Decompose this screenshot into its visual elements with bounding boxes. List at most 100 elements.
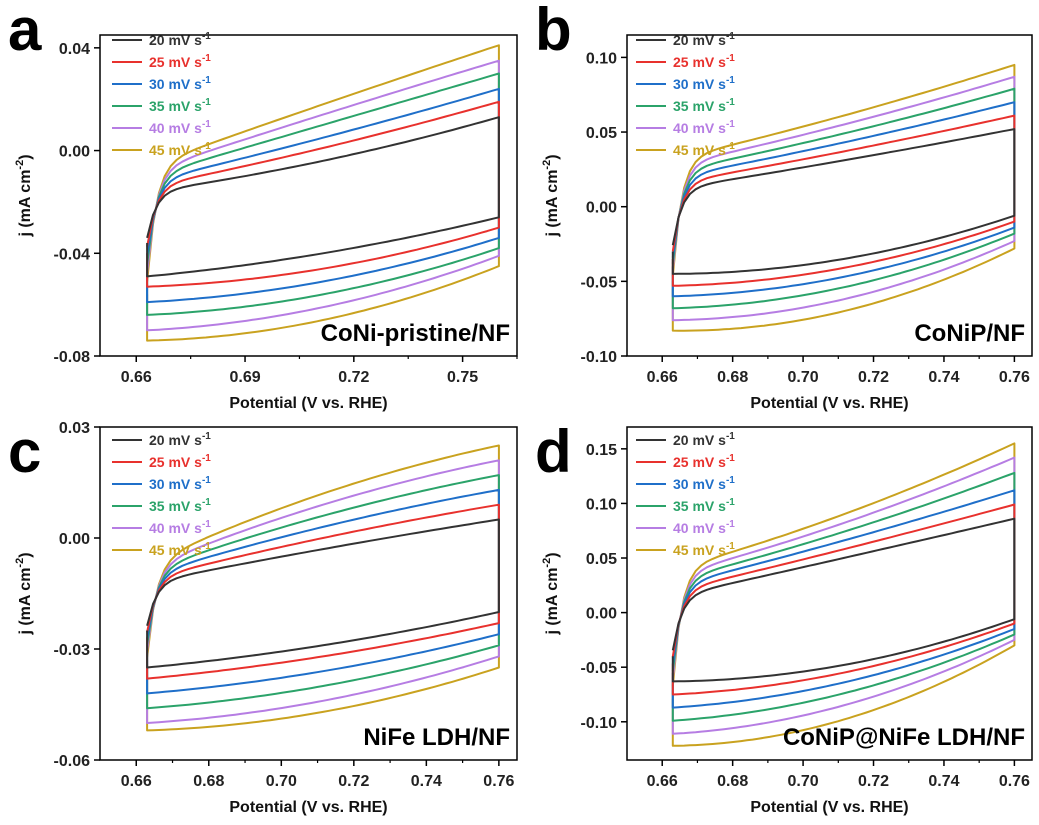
cv-curves: [671, 442, 1016, 747]
sample-label: CoNiP/NF: [914, 320, 1025, 347]
cv-curve-25: [671, 114, 1016, 287]
y-tick-label: 0.00: [59, 144, 90, 161]
y-label-main: j (mA cm: [544, 568, 561, 636]
x-tick-label: 0.72: [858, 773, 889, 790]
legend-label-main: 25 mV s: [673, 54, 726, 70]
y-label-end: ): [17, 552, 34, 557]
x-tick-label: 0.70: [266, 773, 297, 790]
legend-label-main: 20 mV s: [673, 432, 726, 448]
y-tick-label: -0.10: [581, 349, 618, 366]
y-axis-label: j (mA cm-2): [14, 154, 34, 237]
legend-label-40: 40 mV s-1: [673, 119, 735, 136]
legend-label-main: 45 mV s: [149, 542, 202, 558]
legend-label-main: 25 mV s: [149, 454, 202, 470]
cv-curve-30: [671, 101, 1016, 298]
legend-label-main: 20 mV s: [149, 432, 202, 448]
legend-label-main: 35 mV s: [149, 498, 202, 514]
cv-curve-40: [146, 59, 500, 332]
cv-curve-40: [671, 75, 1016, 322]
x-axis-label: Potential (V vs. RHE): [229, 799, 387, 816]
legend-label-30: 30 mV s-1: [673, 75, 735, 92]
y-tick-label: 0.03: [59, 420, 90, 437]
cv-curve-30: [146, 87, 500, 304]
y-label-end: ): [17, 154, 34, 159]
legend-label-main: 35 mV s: [149, 98, 202, 114]
panel-letter: d: [535, 418, 572, 485]
x-tick-label: 0.72: [858, 369, 889, 386]
y-axis-label: j (mA cm-2): [541, 552, 561, 635]
x-tick-label: 0.70: [788, 369, 819, 386]
cv-curve-20: [671, 128, 1016, 275]
y-tick-label: 0.00: [586, 606, 617, 623]
legend-label-35: 35 mV s-1: [673, 497, 735, 514]
y-tick-label: -0.06: [54, 753, 91, 770]
panel-c: 0.66 0.68 0.70 0.72 0.74 0.76 -0.06 -0.03 0.00 0.…: [8, 418, 518, 816]
legend-label-40: 40 mV s-1: [149, 119, 211, 136]
legend-label-superscript: -1: [726, 75, 735, 86]
legend-label-superscript: -1: [202, 497, 211, 508]
y-tick-label: -0.05: [581, 660, 618, 677]
sample-label: CoNiP@NiFe LDH/NF: [783, 724, 1025, 751]
x-tick-label: 0.76: [999, 369, 1030, 386]
cv-curve-45: [671, 63, 1016, 332]
cv-curve-25: [671, 503, 1016, 696]
y-label-end: ): [544, 154, 561, 159]
x-tick-label: 0.76: [999, 773, 1030, 790]
x-tick-label: 0.66: [647, 773, 678, 790]
cv-curve-25: [146, 503, 500, 680]
legend-label-45: 45 mV s-1: [149, 141, 211, 158]
y-tick-label: -0.05: [581, 274, 618, 291]
cv-curves: [671, 63, 1016, 332]
cv-curve-45: [146, 444, 500, 732]
x-tick-label: 0.76: [483, 773, 514, 790]
legend-label-superscript: -1: [726, 31, 735, 42]
legend-label-35: 35 mV s-1: [149, 497, 211, 514]
y-tick-label: 0.04: [59, 41, 90, 58]
y-tick-label: 0.00: [59, 531, 90, 548]
sample-label: CoNi-pristine/NF: [321, 320, 510, 347]
legend-label-main: 25 mV s: [149, 54, 202, 70]
x-tick-label: 0.72: [338, 369, 369, 386]
legend-label-35: 35 mV s-1: [673, 97, 735, 114]
x-axis-label: Potential (V vs. RHE): [750, 395, 908, 412]
plot-frame: [99, 34, 518, 357]
plot-frame: [626, 426, 1033, 761]
legend-label-25: 25 mV s-1: [149, 53, 211, 70]
plot-frame: [626, 34, 1033, 357]
cv-curve-40: [671, 456, 1016, 735]
y-axis-label: j (mA cm-2): [541, 154, 561, 237]
legend-label-main: 30 mV s: [149, 476, 202, 492]
y-axis-label: j (mA cm-2): [14, 552, 34, 635]
legend-label-main: 30 mV s: [673, 476, 726, 492]
cv-curve-45: [146, 44, 500, 342]
y-tick-label: 0.05: [586, 551, 617, 568]
legend-label-main: 25 mV s: [673, 454, 726, 470]
panel-b: 0.66 0.68 0.70 0.72 0.74 0.76 -0.10 -0.05 0.00 0.…: [535, 0, 1033, 412]
x-axis-label: Potential (V vs. RHE): [229, 395, 387, 412]
legend-label-30: 30 mV s-1: [149, 75, 211, 92]
legend-label-main: 35 mV s: [673, 498, 726, 514]
legend-label-superscript: -1: [726, 141, 735, 152]
x-tick-label: 0.69: [229, 369, 260, 386]
legend-label-main: 30 mV s: [149, 76, 202, 92]
legend-label-20: 20 mV s-1: [673, 431, 735, 448]
y-label-superscript: -2: [541, 558, 553, 568]
legend-label-superscript: -1: [202, 431, 211, 442]
legend-label-main: 20 mV s: [673, 32, 726, 48]
y-label-superscript: -2: [14, 160, 26, 170]
legend-label-main: 40 mV s: [673, 520, 726, 536]
x-axis-label: Potential (V vs. RHE): [750, 799, 908, 816]
legend-label-superscript: -1: [726, 475, 735, 486]
y-tick-label: 0.15: [586, 442, 617, 459]
cv-curve-20: [146, 518, 500, 669]
legend-label-main: 20 mV s: [149, 32, 202, 48]
legend-label-main: 35 mV s: [673, 98, 726, 114]
panel-letter: b: [535, 0, 572, 63]
legend-label-main: 40 mV s: [149, 520, 202, 536]
legend-label-30: 30 mV s-1: [149, 475, 211, 492]
y-tick-label: 0.00: [586, 200, 617, 217]
legend-label-superscript: -1: [726, 97, 735, 108]
legend-label-main: 45 mV s: [673, 142, 726, 158]
panel-d: 0.66 0.68 0.70 0.72 0.74 0.76 -0.10 -0.05 0.00 0.…: [535, 418, 1033, 816]
